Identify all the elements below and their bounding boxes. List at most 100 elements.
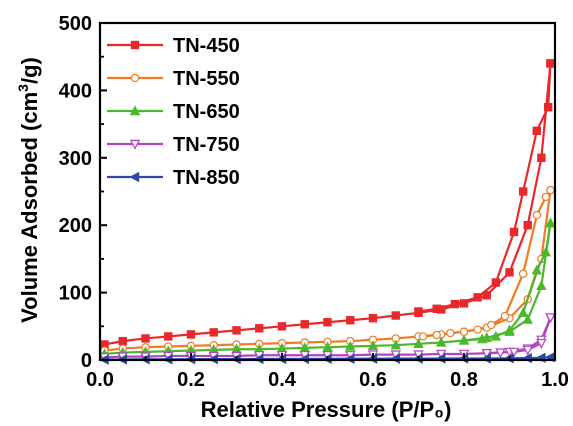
- x-tick-label: 0.0: [86, 369, 114, 391]
- adsorption-point: [255, 324, 264, 333]
- adsorption-line: [104, 63, 552, 346]
- adsorption-point: [345, 340, 356, 351]
- desorption-point: [473, 293, 482, 302]
- desorption-point: [473, 325, 482, 334]
- desorption-point: [540, 246, 552, 257]
- plot-frame: [98, 21, 557, 362]
- x-tick-label: 0.6: [359, 369, 387, 391]
- desorption-point: [414, 307, 423, 316]
- desorption-point: [546, 185, 555, 195]
- desorption-point: [522, 345, 533, 356]
- desorption-line: [418, 63, 552, 313]
- y-axis-label: Volume Adsorbed (cm3/g): [15, 57, 42, 323]
- legend-marker: [129, 139, 141, 150]
- series-tn-550: [100, 185, 555, 355]
- desorption-point: [446, 328, 455, 338]
- legend-marker: [129, 105, 141, 116]
- desorption-point: [459, 327, 469, 336]
- adsorption-point: [186, 330, 196, 339]
- legend-marker: [130, 40, 140, 50]
- adsorption-point: [300, 320, 309, 329]
- desorption-point: [432, 330, 441, 340]
- adsorption-point: [141, 334, 150, 343]
- legend-label: TN-550: [173, 68, 240, 90]
- legend-label: TN-750: [173, 134, 240, 156]
- legend-item-tn-750: TN-750: [107, 134, 240, 156]
- legend-item-tn-550: TN-550: [107, 68, 240, 90]
- x-tick-label: 0.8: [450, 369, 478, 391]
- desorption-point: [531, 264, 542, 275]
- desorption-point: [545, 217, 556, 228]
- adsorption-point: [209, 328, 218, 337]
- desorption-point: [500, 311, 510, 321]
- series-tn-450: [100, 59, 555, 349]
- desorption-point: [517, 307, 529, 318]
- desorption-point: [450, 299, 460, 309]
- x-tick-label: 1.0: [541, 369, 569, 391]
- legend-label: TN-850: [173, 167, 240, 189]
- adsorption-point: [322, 341, 333, 352]
- adsorption-point: [482, 291, 491, 300]
- desorption-point: [490, 330, 502, 341]
- desorption-point: [504, 324, 515, 335]
- desorption-point: [487, 320, 496, 330]
- desorption-point: [541, 192, 551, 202]
- legend: TN-450 TN-550 TN-650 TN-750 TN-850: [107, 35, 240, 189]
- adsorption-point: [523, 221, 532, 230]
- axes-layer: 0.0 0.2 0.4 0.6 0.8 1.0 0 100 200 300 400 500: [59, 13, 569, 391]
- desorption-point: [509, 227, 519, 237]
- desorption-line: [463, 223, 552, 342]
- y-tick-label: 400: [59, 80, 92, 102]
- desorption-point: [546, 59, 555, 68]
- adsorption-point: [118, 336, 127, 346]
- y-axis-label-main: Volume Adsorbed (cm: [17, 92, 42, 323]
- adsorption-point: [522, 313, 533, 324]
- y-axis-label-sup: 3: [15, 84, 31, 92]
- desorption-point: [458, 334, 470, 345]
- y-axis-label-tail: /g): [17, 57, 42, 84]
- desorption-point: [518, 187, 528, 196]
- adsorption-point: [537, 153, 546, 162]
- adsorption-point: [436, 336, 447, 347]
- adsorption-point: [232, 326, 241, 335]
- x-tick-label: 0.4: [268, 369, 297, 391]
- legend-item-tn-450: TN-450: [107, 35, 240, 57]
- adsorption-point: [391, 311, 400, 320]
- legend-marker: [130, 73, 140, 83]
- legend-item-tn-650: TN-650: [107, 101, 240, 123]
- adsorption-point: [277, 322, 287, 331]
- adsorption-line: [104, 190, 552, 352]
- legend-item-tn-850: TN-850: [107, 167, 240, 189]
- x-axis-label: Relative Pressure (P/P₀): [201, 397, 452, 422]
- desorption-point: [545, 313, 556, 324]
- desorption-point: [532, 126, 542, 136]
- adsorption-point: [164, 332, 173, 341]
- y-tick-label: 300: [59, 148, 92, 170]
- adsorption-point: [459, 299, 469, 308]
- adsorption-point: [346, 316, 355, 325]
- x-tick-label: 0.2: [177, 369, 205, 391]
- desorption-point: [508, 347, 520, 358]
- desorption-point: [491, 278, 501, 287]
- desorption-point: [432, 304, 441, 313]
- y-tick-label: 100: [59, 283, 92, 305]
- desorption-point: [481, 349, 492, 359]
- y-tick-label: 200: [59, 215, 92, 237]
- desorption-point: [418, 332, 428, 341]
- adsorption-point: [536, 280, 547, 291]
- desorption-point: [543, 103, 553, 112]
- adsorption-point: [390, 339, 401, 350]
- adsorption-point: [323, 318, 332, 327]
- legend-label: TN-450: [173, 35, 240, 57]
- series-layer: [98, 59, 556, 365]
- legend-marker: [129, 171, 140, 183]
- desorption-point: [532, 210, 542, 220]
- adsorption-point: [368, 314, 378, 323]
- desorption-point: [536, 338, 547, 349]
- y-tick-label: 0: [81, 350, 92, 372]
- adsorption-point: [413, 338, 424, 349]
- desorption-point: [518, 269, 528, 278]
- desorption-point: [495, 348, 506, 359]
